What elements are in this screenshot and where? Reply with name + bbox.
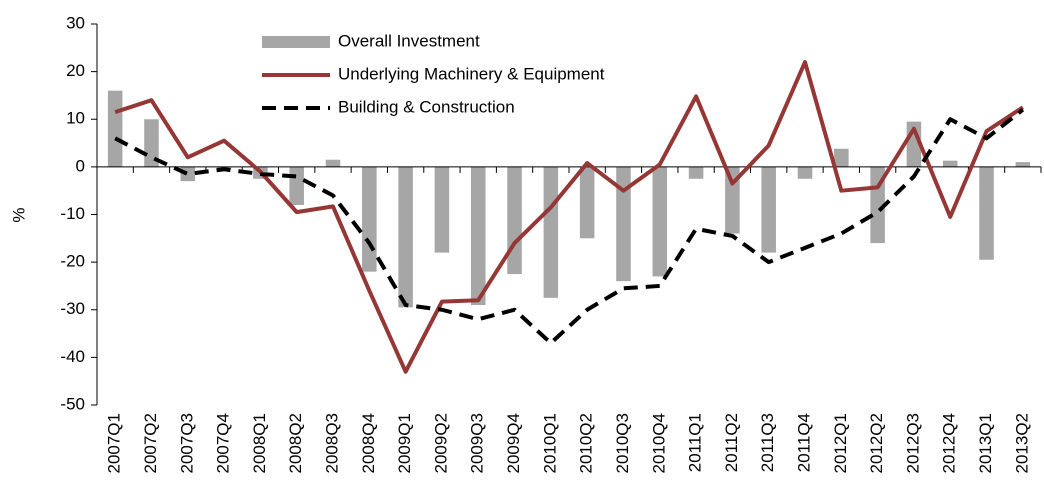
- y-tick-label: -40: [60, 347, 85, 366]
- x-tick-label: 2008Q1: [250, 413, 269, 474]
- x-tick-label: 2008Q3: [322, 413, 341, 474]
- bar: [834, 148, 849, 167]
- bar: [942, 160, 958, 167]
- bar: [1015, 162, 1031, 167]
- y-tick-label: -50: [60, 394, 85, 413]
- bar: [652, 166, 668, 277]
- bar: [797, 166, 813, 179]
- x-tick-label: 2007Q2: [141, 413, 160, 474]
- bar: [398, 166, 413, 308]
- y-axis-label: %: [9, 207, 28, 222]
- x-tick-label: 2012Q2: [867, 413, 886, 474]
- x-tick-label: 2012Q3: [903, 413, 922, 474]
- bar: [180, 166, 196, 182]
- x-tick-label: 2007Q4: [214, 413, 233, 474]
- x-tick-label: 2009Q2: [431, 413, 450, 474]
- bar: [325, 159, 341, 167]
- x-tick-label: 2009Q3: [468, 413, 487, 474]
- bar: [144, 119, 159, 167]
- x-tick-label: 2010Q3: [613, 413, 632, 474]
- y-tick-label: 20: [66, 61, 85, 80]
- y-tick-label: -10: [60, 204, 85, 223]
- x-tick-label: 2010Q4: [649, 413, 668, 474]
- y-tick-label: -30: [60, 299, 85, 318]
- bar: [507, 166, 522, 275]
- bar: [470, 166, 486, 305]
- x-tick-label: 2008Q2: [286, 413, 305, 474]
- legend-swatch: [262, 36, 330, 48]
- x-tick-label: 2013Q1: [976, 413, 995, 474]
- legend-label: Overall Investment: [338, 31, 480, 50]
- bar: [107, 90, 123, 167]
- x-tick-label: 2011Q2: [722, 413, 741, 472]
- x-tick-label: 2011Q3: [758, 413, 777, 472]
- legend-label: Underlying Machinery & Equipment: [338, 64, 605, 83]
- x-tick-label: 2010Q1: [540, 413, 559, 474]
- x-tick-label: 2008Q4: [359, 413, 378, 474]
- y-tick-label: 10: [66, 109, 85, 128]
- x-tick-label: 2012Q4: [940, 413, 959, 474]
- y-tick-label: 30: [66, 13, 85, 32]
- x-tick-label: 2007Q1: [105, 413, 124, 474]
- x-tick-label: 2012Q1: [831, 413, 850, 474]
- bar: [761, 166, 776, 253]
- x-tick-label: 2010Q2: [577, 413, 596, 474]
- bar: [579, 166, 595, 239]
- bar: [979, 166, 994, 260]
- x-tick-label: 2013Q2: [1012, 413, 1031, 474]
- x-tick-label: 2007Q3: [177, 413, 196, 474]
- line-series: [114, 60, 1024, 374]
- bar: [289, 166, 304, 205]
- legend-label: Building & Construction: [338, 97, 515, 116]
- x-tick-label: 2009Q4: [504, 413, 523, 474]
- y-tick-label: 0: [76, 156, 85, 175]
- x-tick-label: 2011Q1: [686, 413, 705, 472]
- bar: [688, 166, 704, 179]
- y-tick-label: -20: [60, 252, 85, 271]
- bar: [725, 166, 740, 234]
- line-series: [114, 108, 1025, 346]
- bar: [362, 166, 377, 272]
- x-tick-label: 2009Q1: [395, 413, 414, 474]
- x-tick-label: 2011Q4: [794, 413, 813, 472]
- bar: [543, 166, 559, 298]
- bar: [434, 166, 450, 253]
- bar: [616, 166, 631, 282]
